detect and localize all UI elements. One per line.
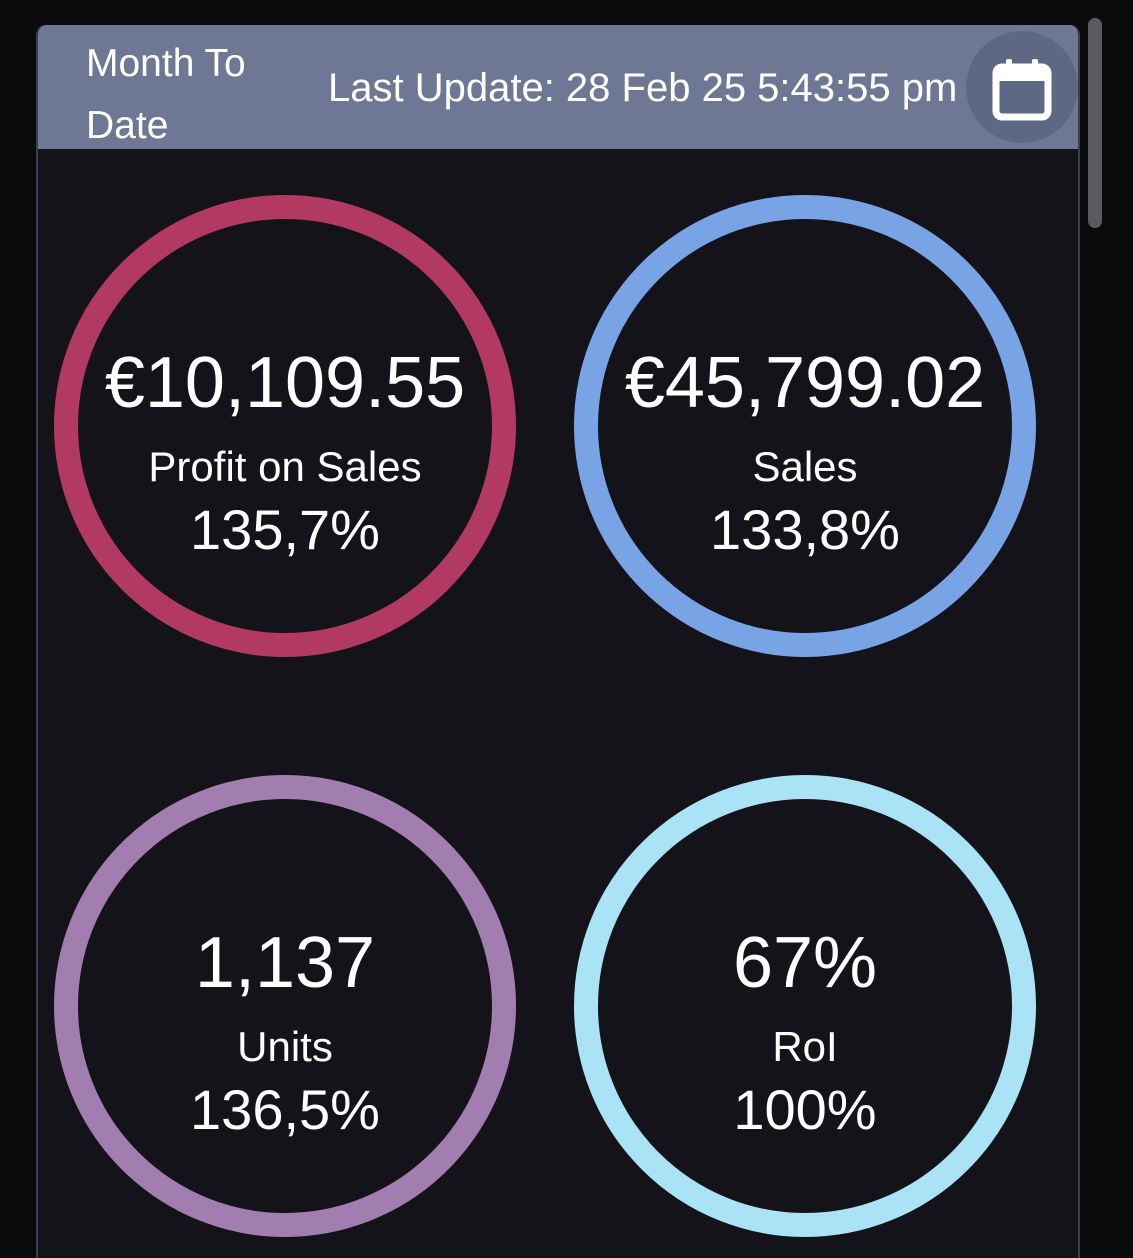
profit-on-sales-metric[interactable]: €10,109.55 Profit on Sales 135,7%	[54, 195, 516, 657]
sales-metric[interactable]: €45,799.02 Sales 133,8%	[574, 195, 1036, 657]
period-label: Month To Date	[86, 42, 246, 147]
calendar-button[interactable]	[966, 31, 1078, 143]
roi-metric[interactable]: 67% RoI 100%	[574, 775, 1036, 1237]
metric-label: Profit on Sales	[148, 443, 422, 490]
metric-value: 67%	[732, 923, 878, 1003]
metric-label: Units	[237, 1023, 333, 1070]
units-metric[interactable]: 1,137 Units 136,5%	[54, 775, 516, 1237]
metric-label: Sales	[752, 443, 858, 490]
scrollbar-thumb[interactable]	[1088, 18, 1102, 228]
month-to-date-card: Month To Date Last Update: 28 Feb 25 5:4…	[36, 25, 1080, 1258]
metric-label: RoI	[772, 1023, 838, 1070]
card-header: Month To Date Last Update: 28 Feb 25 5:4…	[38, 25, 1078, 149]
metric-percent: 133,8%	[710, 498, 900, 561]
metric-value: €10,109.55	[104, 343, 466, 423]
metric-percent: 136,5%	[190, 1078, 380, 1141]
metric-value: 1,137	[194, 923, 376, 1003]
last-update-text: Last Update: 28 Feb 25 5:43:55 pm	[328, 66, 958, 110]
calendar-icon	[992, 59, 1052, 121]
metric-percent: 100%	[733, 1078, 877, 1141]
metric-value: €45,799.02	[624, 343, 986, 423]
metric-percent: 135,7%	[190, 498, 380, 561]
